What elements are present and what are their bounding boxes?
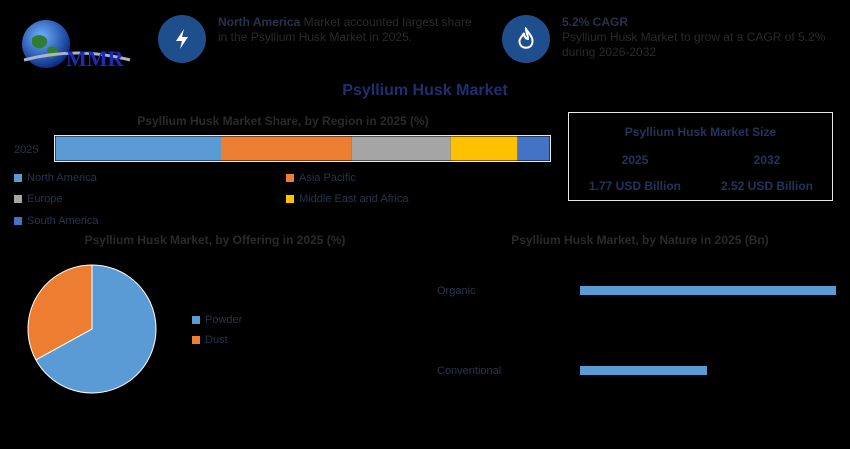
region-segment-north-america (55, 136, 221, 161)
market-size-value-2032: 2.52 USD Billion (720, 179, 814, 193)
highlight-bold: 5.2% CAGR (562, 15, 629, 29)
legend-middle-east-africa: Middle East and Africa (286, 193, 486, 205)
market-size-value-2025: 1.77 USD Billion (588, 179, 682, 193)
highlight-body: Psyllium Husk Market to grow at a CAGR o… (562, 30, 826, 59)
legend-europe: Europe (14, 193, 214, 205)
region-segment-europe (351, 136, 451, 161)
legend-dust: Dust (192, 334, 228, 346)
market-size-title: Psyllium Husk Market Size (624, 125, 777, 139)
highlight-text: North America Market accounted largest s… (218, 15, 478, 45)
logo-text: MMR (66, 46, 124, 71)
highlight-text: 5.2% CAGR Psyllium Husk Market to grow a… (562, 15, 832, 60)
highlight-bold: North America (218, 15, 301, 29)
globe-icon (22, 20, 131, 68)
legend-north-america: North America (14, 172, 214, 184)
page-title: Psyllium Husk Market (342, 82, 508, 99)
legend-asia-pacific: Asia Pacific (286, 172, 486, 184)
bar-organic (580, 286, 836, 295)
region-chart-title: Psyllium Husk Market Share, by Region in… (137, 114, 429, 128)
pie-slice-dust (27, 264, 93, 361)
region-segment-asia-pacific (220, 136, 352, 161)
highlight-cagr: 5.2% CAGR Psyllium Husk Market to grow a… (502, 15, 825, 63)
offering-chart-title: Psyllium Husk Market, by Offering in 202… (84, 233, 346, 247)
market-size-year-2025: 2025 (621, 153, 649, 167)
nature-chart-title: Psyllium Husk Market, by Nature in 2025 … (511, 233, 769, 247)
category-conventional: Conventional (437, 365, 502, 377)
region-stacked-bar (54, 135, 551, 162)
market-size-year-2032: 2032 (753, 153, 781, 167)
region-year-label: 2025 (14, 144, 39, 156)
legend-powder: Powder (192, 314, 242, 326)
mmr-logo: MMR (18, 16, 138, 76)
highlight-north-america: North America Market accounted largest s… (158, 15, 472, 63)
bar-conventional (580, 366, 707, 375)
offering-pie (27, 264, 157, 394)
highlight-body: Market accounted largest share in the Ps… (218, 15, 472, 44)
flame-icon (502, 15, 550, 63)
category-organic: Organic (437, 285, 476, 297)
nature-bars (580, 286, 836, 375)
market-size-box: Psyllium Husk Market Size 2025 2032 1.77… (568, 112, 833, 201)
region-segment-south-america (517, 136, 550, 161)
lightning-icon (158, 15, 206, 63)
legend-south-america: South America (14, 215, 214, 227)
region-segment-middle-east-and-africa (450, 136, 518, 161)
pie-slice-powder (35, 264, 157, 394)
